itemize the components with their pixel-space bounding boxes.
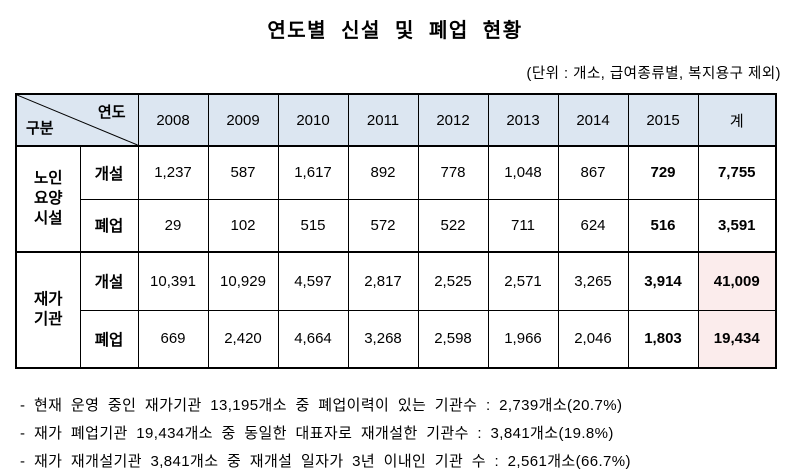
year-header: 2008 [137,93,209,147]
value-cell: 10,929 [207,251,279,311]
value-cell: 1,966 [487,309,559,369]
group-label: 노인요양시설 [33,169,63,228]
row-label-open: 개설 [79,145,139,200]
year-header: 2010 [277,93,349,147]
header-row: 연도 구분 2008 2009 2010 2011 2012 2013 2014… [15,93,777,147]
status-table: 연도 구분 2008 2009 2010 2011 2012 2013 2014… [15,93,777,369]
total-cell: 3,591 [697,198,777,253]
value-cell: 1,048 [487,145,559,200]
total-cell-highlighted: 41,009 [697,251,777,311]
value-cell: 29 [137,198,209,253]
value-cell: 522 [417,198,489,253]
footnotes: - 현재 운영 중인 재가기관 13,195개소 중 폐업이력이 있는 기관수 … [20,392,775,475]
year-header: 2009 [207,93,279,147]
total-cell-highlighted: 19,434 [697,309,777,369]
value-cell: 2,817 [347,251,419,311]
value-cell: 778 [417,145,489,200]
value-cell: 2,420 [207,309,279,369]
footnote: - 재가 재개설기관 3,841개소 중 재개설 일자가 3년 이내인 기관 수… [20,453,631,470]
value-cell: 3,268 [347,309,419,369]
group-cell-home-care-agency: 재가기관 [15,251,81,369]
value-cell: 2,525 [417,251,489,311]
footnote: - 현재 운영 중인 재가기관 13,195개소 중 폐업이력이 있는 기관수 … [20,397,623,414]
value-cell: 10,391 [137,251,209,311]
table-row: 재가기관 개설 10,391 10,929 4,597 2,817 2,525 … [15,251,777,369]
value-cell: 2,571 [487,251,559,311]
value-cell: 2,046 [557,309,629,369]
year-header: 2012 [417,93,489,147]
value-cell: 711 [487,198,559,253]
corner-cell: 연도 구분 [15,93,139,147]
value-cell: 1,617 [277,145,349,200]
corner-label-year: 연도 [97,104,126,121]
value-cell: 2,598 [417,309,489,369]
value-cell: 1,237 [137,145,209,200]
value-cell: 624 [557,198,629,253]
table-row: 노인요양시설 개설 1,237 587 1,617 892 778 1,048 … [15,145,777,253]
total-header: 계 [697,93,777,147]
group-label: 재가기관 [33,290,63,328]
value-cell: 892 [347,145,419,200]
unit-note: (단위 : 개소, 급여종류별, 복지용구 제외) [526,66,781,82]
row-label-close: 폐업 [79,309,139,369]
footnote: - 재가 폐업기관 19,434개소 중 동일한 대표자로 재개설한 기관수 :… [20,425,614,442]
value-cell: 1,803 [627,309,699,369]
year-header: 2014 [557,93,629,147]
corner-label-category: 구분 [26,120,54,137]
value-cell: 3,914 [627,251,699,311]
total-cell: 7,755 [697,145,777,200]
value-cell: 3,265 [557,251,629,311]
value-cell: 4,664 [277,309,349,369]
row-label-open: 개설 [79,251,139,311]
group-cell-elderly-care-facility: 노인요양시설 [15,145,81,253]
value-cell: 516 [627,198,699,253]
value-cell: 102 [207,198,279,253]
value-cell: 729 [627,145,699,200]
value-cell: 867 [557,145,629,200]
diagonal-divider [17,95,138,145]
year-header: 2015 [627,93,699,147]
value-cell: 587 [207,145,279,200]
row-label-close: 폐업 [79,198,139,253]
value-cell: 669 [137,309,209,369]
value-cell: 4,597 [277,251,349,311]
year-header: 2011 [347,93,419,147]
value-cell: 572 [347,198,419,253]
year-header: 2013 [487,93,559,147]
table-row: 폐업 29 102 515 572 522 711 624 516 3,591 [16,198,777,253]
page-title: 연도별 신설 및 폐업 현황 [267,20,523,42]
table-row: 폐업 669 2,420 4,664 3,268 2,598 1,966 2,0… [16,309,777,369]
value-cell: 515 [277,198,349,253]
